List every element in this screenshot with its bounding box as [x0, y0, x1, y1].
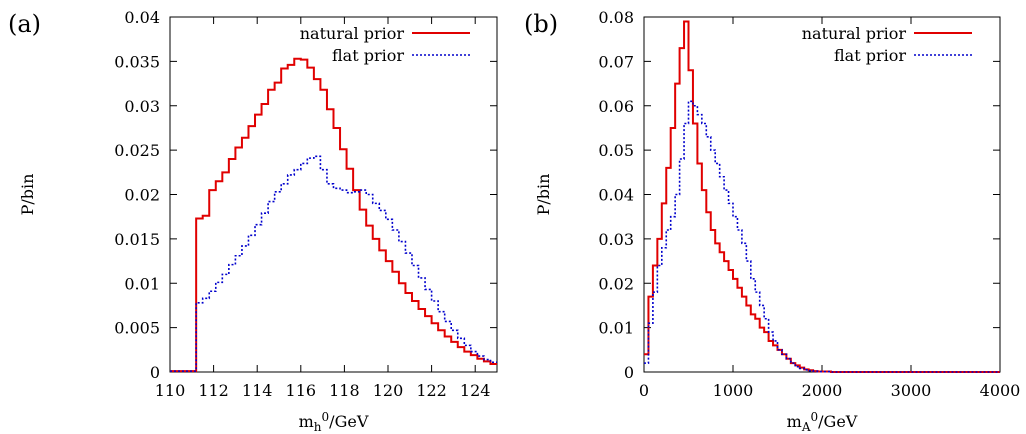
panel-a-ytick-label: 0.02: [124, 186, 160, 205]
panel-b-frame: [643, 16, 1001, 373]
panel-a-series-flat-line: [170, 155, 497, 372]
panel-a-xtick-label: 124: [460, 381, 491, 400]
panel-b-xtick-label: 3000: [891, 381, 932, 400]
panel-b-ytick-label: 0.02: [598, 274, 634, 293]
panel-a-ytick-label: 0.01: [124, 274, 160, 293]
panel-b-ytick-label: 0.07: [598, 52, 634, 71]
panel-a-xtick-label: 120: [373, 381, 404, 400]
panel-b-ytick-label: 0.03: [598, 230, 634, 249]
panel-b-xtick-label: 2000: [802, 381, 843, 400]
panel-b: 0 1000 2000 3000 4000 0 0.01 0.02 0.03 0.04 0.05 0.…: [524, 8, 1020, 434]
panel-a-ytick-label: 0: [150, 363, 160, 382]
panel-b-ytick-label: 0.05: [598, 141, 634, 160]
panel-a-xtick-label: 118: [329, 381, 360, 400]
panel-b-ylabel: P/bin: [534, 174, 553, 216]
panel-a-ytick-label: 0.03: [124, 97, 160, 116]
panel-a-ytick-label: 0.035: [114, 52, 160, 71]
panel-b-label: (b): [524, 10, 558, 38]
panel-b-legend-label: flat prior: [834, 46, 906, 65]
panel-a-xtick-label: 114: [242, 381, 273, 400]
panel-b-xtick-label: 4000: [980, 381, 1021, 400]
panel-a: 110 112 114 116 118 120 122 124 0 0.005 0.01 0.015 0…: [8, 8, 498, 434]
panel-a-xtick-label: 112: [198, 381, 229, 400]
panel-a-legend-label: natural prior: [300, 24, 405, 43]
panel-a-ytick-label: 0.015: [114, 230, 160, 249]
panel-b-ytick-label: 0.04: [598, 186, 634, 205]
panel-b-ytick-label: 0.08: [598, 8, 634, 27]
panel-a-ytick-label: 0.005: [114, 319, 160, 338]
panel-b-legend-label: natural prior: [802, 24, 907, 43]
panel-b-series-natural-line: [644, 20, 1000, 373]
panel-a-xlabel: mh0/GeV: [299, 410, 369, 434]
panel-a-label: (a): [8, 10, 41, 38]
panel-a-xtick-label: 116: [286, 381, 317, 400]
panel-b-series-flat-line: [644, 100, 1000, 373]
panel-a-xtick-label: 110: [155, 381, 186, 400]
panel-a-xtick-label: 122: [416, 381, 447, 400]
panel-b-xlabel: mA0/GeV: [787, 410, 858, 434]
panel-a-frame: [169, 16, 498, 373]
panel-a-legend-label: flat prior: [332, 46, 404, 65]
panel-b-ytick-label: 0: [624, 363, 634, 382]
panel-b-xtick-label: 1000: [713, 381, 754, 400]
panel-a-series-natural-line: [170, 57, 497, 373]
panel-a-ytick-label: 0.04: [124, 8, 160, 27]
panel-b-xtick-label: 0: [639, 381, 649, 400]
panel-a-ytick-label: 0.025: [114, 141, 160, 160]
panel-b-ytick-label: 0.01: [598, 319, 634, 338]
panel-b-ytick-label: 0.06: [598, 97, 634, 116]
panel-a-ylabel: P/bin: [18, 174, 37, 216]
